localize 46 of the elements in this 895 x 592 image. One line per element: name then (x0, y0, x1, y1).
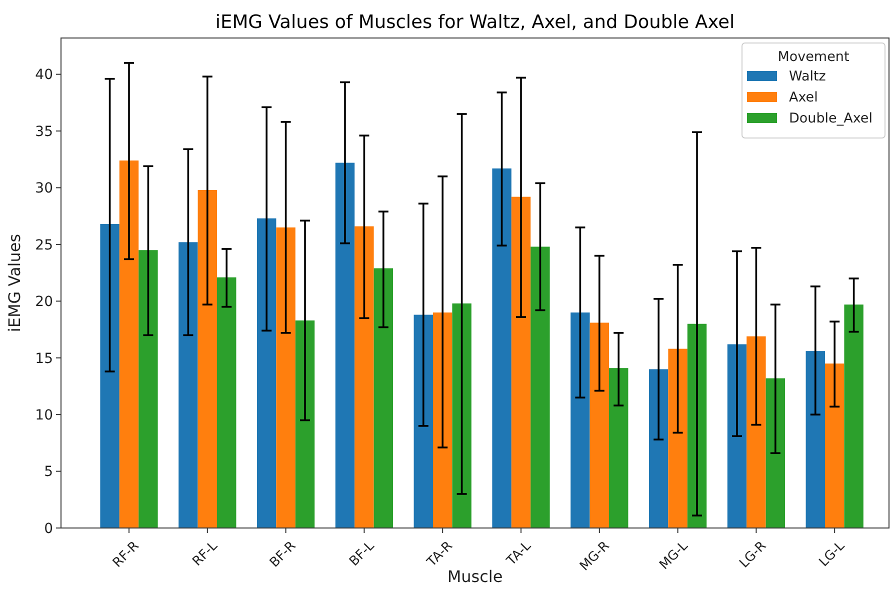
bar (492, 168, 512, 528)
chart-title: iEMG Values of Muscles for Waltz, Axel, and Double Axel (215, 12, 735, 33)
bar (648, 369, 668, 528)
bar (668, 348, 688, 528)
bar (844, 304, 864, 528)
bar (766, 378, 786, 528)
y-tick-label: 25 (35, 237, 53, 254)
bar (354, 226, 374, 528)
y-tick-label: 35 (35, 124, 53, 140)
bar (824, 364, 844, 528)
y-tick-label: 40 (35, 67, 53, 84)
legend-label: Double_Axel (789, 110, 872, 127)
bar (119, 160, 139, 528)
x-tick-label: TA-L (504, 538, 535, 570)
bar (374, 268, 394, 528)
bar (276, 227, 296, 528)
legend-label: Waltz (789, 68, 826, 85)
bar (727, 344, 747, 528)
bar (530, 246, 550, 528)
bar (256, 218, 276, 528)
bar (511, 196, 531, 528)
bar (414, 314, 433, 528)
y-tick-label: 15 (35, 350, 53, 367)
bar (609, 368, 628, 528)
bar (806, 351, 825, 528)
bar (570, 312, 590, 528)
bar (295, 320, 315, 528)
legend-title: Movement (778, 49, 850, 65)
bar (217, 277, 236, 528)
y-tick-label: 0 (44, 520, 53, 537)
bar (746, 336, 766, 528)
y-tick-label: 5 (44, 464, 53, 480)
y-tick-label: 30 (35, 180, 53, 197)
bar (198, 190, 218, 528)
bar (432, 312, 452, 528)
bar (178, 242, 198, 528)
bar (138, 250, 158, 528)
y-tick-label: 20 (35, 294, 53, 310)
bar (100, 224, 120, 528)
x-axis-title: Muscle (447, 567, 503, 586)
bar (590, 322, 610, 528)
legend-label: Axel (789, 90, 818, 106)
bar (335, 162, 355, 528)
y-tick-label: 10 (35, 407, 53, 424)
y-axis-title: iEMG Values (5, 234, 24, 332)
bar (452, 303, 472, 528)
